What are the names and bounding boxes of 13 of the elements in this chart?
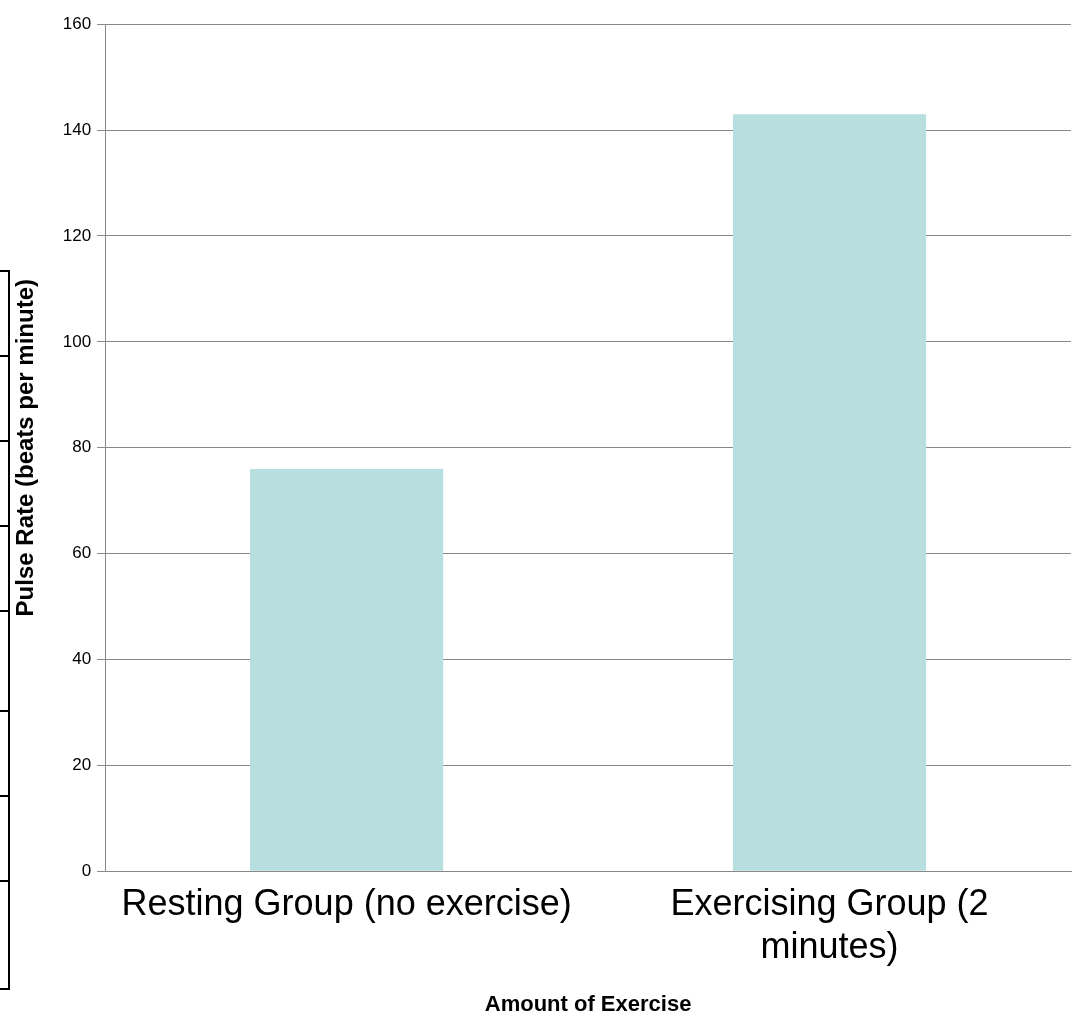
y-tick-label: 140	[62, 119, 92, 139]
y-tick-label: 120	[62, 225, 92, 245]
y-tick-label: 0	[81, 860, 92, 880]
y-axis-title: Pulse Rate (beats per minute)	[11, 278, 39, 617]
y-tick-label: 160	[62, 13, 92, 33]
x-axis-title: Amount of Exercise	[484, 990, 692, 1016]
y-tick-label: 20	[72, 755, 92, 775]
x-tick-label: Resting Group (no exercise)	[121, 881, 572, 923]
y-tick-label: 100	[62, 331, 92, 351]
x-tick-label: Exercising Group (2 minutes)	[670, 881, 989, 966]
y-tick-label: 40	[72, 649, 92, 669]
y-tick-label: 60	[72, 543, 92, 563]
y-tick-label: 80	[72, 437, 92, 457]
